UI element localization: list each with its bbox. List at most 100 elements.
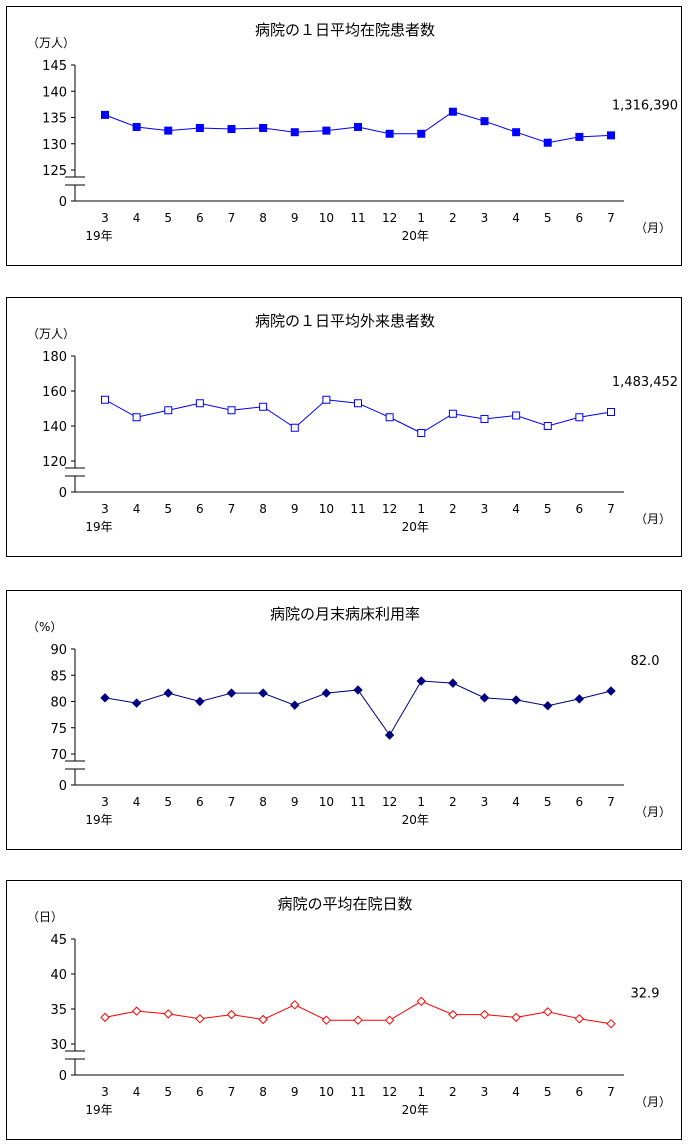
y-unit-label: （%）	[27, 620, 62, 634]
x-tick-label: 8	[259, 211, 267, 225]
x-unit-label: （月）	[635, 221, 671, 235]
x-tick-label: 11	[350, 1085, 365, 1099]
x-tick-label: 6	[196, 211, 204, 225]
data-point	[417, 429, 426, 437]
y-tick-label: 135	[42, 112, 67, 127]
chart-title: 病院の平均在院日数	[277, 895, 412, 913]
data-point	[480, 415, 489, 423]
x-tick-label: 3	[101, 211, 109, 225]
data-point	[163, 1009, 173, 1019]
x-tick-label: 5	[544, 795, 552, 809]
x-tick-label: 4	[512, 795, 520, 809]
data-point	[575, 413, 584, 422]
x-tick-label: 7	[228, 795, 236, 809]
x-tick-label: 10	[319, 1085, 334, 1099]
x-tick-label: 1	[417, 795, 425, 809]
last-value-label: 1,316,390	[612, 98, 678, 113]
y-unit-label: （日）	[27, 910, 63, 924]
data-point	[448, 678, 458, 688]
data-point	[258, 688, 268, 698]
data-point	[227, 406, 236, 415]
y-tick-label: 35	[50, 1003, 67, 1018]
data-point	[131, 698, 142, 708]
x-tick-label: 11	[350, 795, 365, 809]
x-tick-label: 4	[133, 502, 141, 516]
data-point	[479, 693, 490, 703]
x-tick-label: 3	[101, 502, 109, 516]
x-tick-label: 3	[481, 211, 489, 225]
data-point	[132, 413, 141, 422]
y-tick-label: 90	[50, 643, 67, 658]
data-point	[321, 1015, 332, 1025]
x-tick-label: 2	[449, 795, 457, 809]
y-unit-label: （万人）	[27, 327, 75, 341]
x-tick-label: 5	[164, 795, 172, 809]
x-tick-label: 3	[481, 795, 489, 809]
x-tick-label: 8	[259, 795, 267, 809]
x-tick-label: 2	[449, 502, 457, 516]
year-label: 20年	[402, 813, 429, 827]
last-value-label: 82.0	[631, 654, 660, 669]
data-point	[259, 124, 268, 132]
data-point	[290, 700, 300, 710]
x-tick-label: 5	[544, 502, 552, 516]
data-point	[606, 686, 616, 696]
last-value-label: 1,483,452	[612, 375, 678, 390]
x-tick-label: 9	[291, 502, 299, 516]
x-unit-label: （月）	[635, 805, 671, 819]
x-unit-label: （月）	[635, 512, 671, 526]
x-tick-label: 5	[544, 1085, 552, 1099]
data-point	[101, 110, 109, 119]
data-point	[101, 395, 109, 404]
chart-panel-bed-occupancy: 病院の月末病床利用率 （%） （月） 90 85 80 75 70 0 3 4 5 6 7 8 9 10 11 12…	[6, 590, 682, 850]
y-tick-label: 160	[42, 385, 67, 400]
x-tick-label: 12	[382, 211, 397, 225]
x-tick-label: 10	[319, 795, 334, 809]
x-tick-label: 1	[417, 1085, 425, 1099]
data-point	[100, 1012, 110, 1023]
chart-panel-avg-stay: 病院の平均在院日数 （日） （月） 45 40 35 30 0 3 4 5 6 7 8 9 10 11 12 1 2 3…	[6, 880, 682, 1140]
y-tick-label: 130	[42, 138, 67, 153]
x-tick-label: 7	[607, 211, 615, 225]
x-tick-label: 6	[576, 211, 584, 225]
x-tick-label: 7	[607, 502, 615, 516]
x-tick-label: 7	[607, 795, 615, 809]
x-tick-label: 5	[544, 211, 552, 225]
year-label: 19年	[85, 1103, 112, 1117]
data-point	[195, 696, 205, 707]
data-point	[354, 122, 362, 131]
y-tick-label: 30	[50, 1038, 67, 1053]
data-point	[606, 1018, 616, 1029]
data-point	[322, 395, 331, 404]
data-point	[354, 399, 362, 408]
y-tick-label: 140	[42, 420, 67, 435]
y-tick-label: 140	[42, 85, 67, 100]
x-tick-label: 6	[196, 502, 204, 516]
y-tick-label: 45	[50, 933, 67, 948]
data-point	[417, 129, 426, 138]
x-tick-label: 5	[164, 502, 172, 516]
x-tick-label: 12	[382, 502, 397, 516]
x-tick-label: 11	[350, 502, 365, 516]
data-point	[448, 1009, 458, 1020]
data-point	[543, 422, 552, 430]
last-value-label: 32.9	[631, 987, 660, 1002]
x-tick-label: 5	[164, 1085, 172, 1099]
data-point	[131, 1006, 142, 1016]
data-point	[164, 406, 173, 415]
data-point	[321, 688, 332, 698]
y-tick-label: 40	[50, 968, 67, 983]
chart-panel-inpatients: 病院の１日平均在院患者数 （万人） （月） 145 140 135 130 125 0 3 4 5 6 7…	[6, 6, 682, 266]
x-tick-label: 6	[196, 795, 204, 809]
data-point	[479, 1009, 490, 1020]
y-tick-label: 70	[50, 748, 67, 763]
data-point	[195, 1014, 205, 1024]
data-point	[353, 1015, 363, 1025]
x-tick-label: 4	[133, 211, 141, 225]
x-tick-label: 9	[291, 795, 299, 809]
data-point	[543, 700, 553, 711]
chart-outpatients: 病院の１日平均外来患者数 （万人） （月） 180 160 140 120 0 3 4 5 6 7 8 9 1…	[27, 312, 678, 534]
data-point	[511, 695, 521, 705]
year-label: 20年	[402, 1103, 429, 1117]
